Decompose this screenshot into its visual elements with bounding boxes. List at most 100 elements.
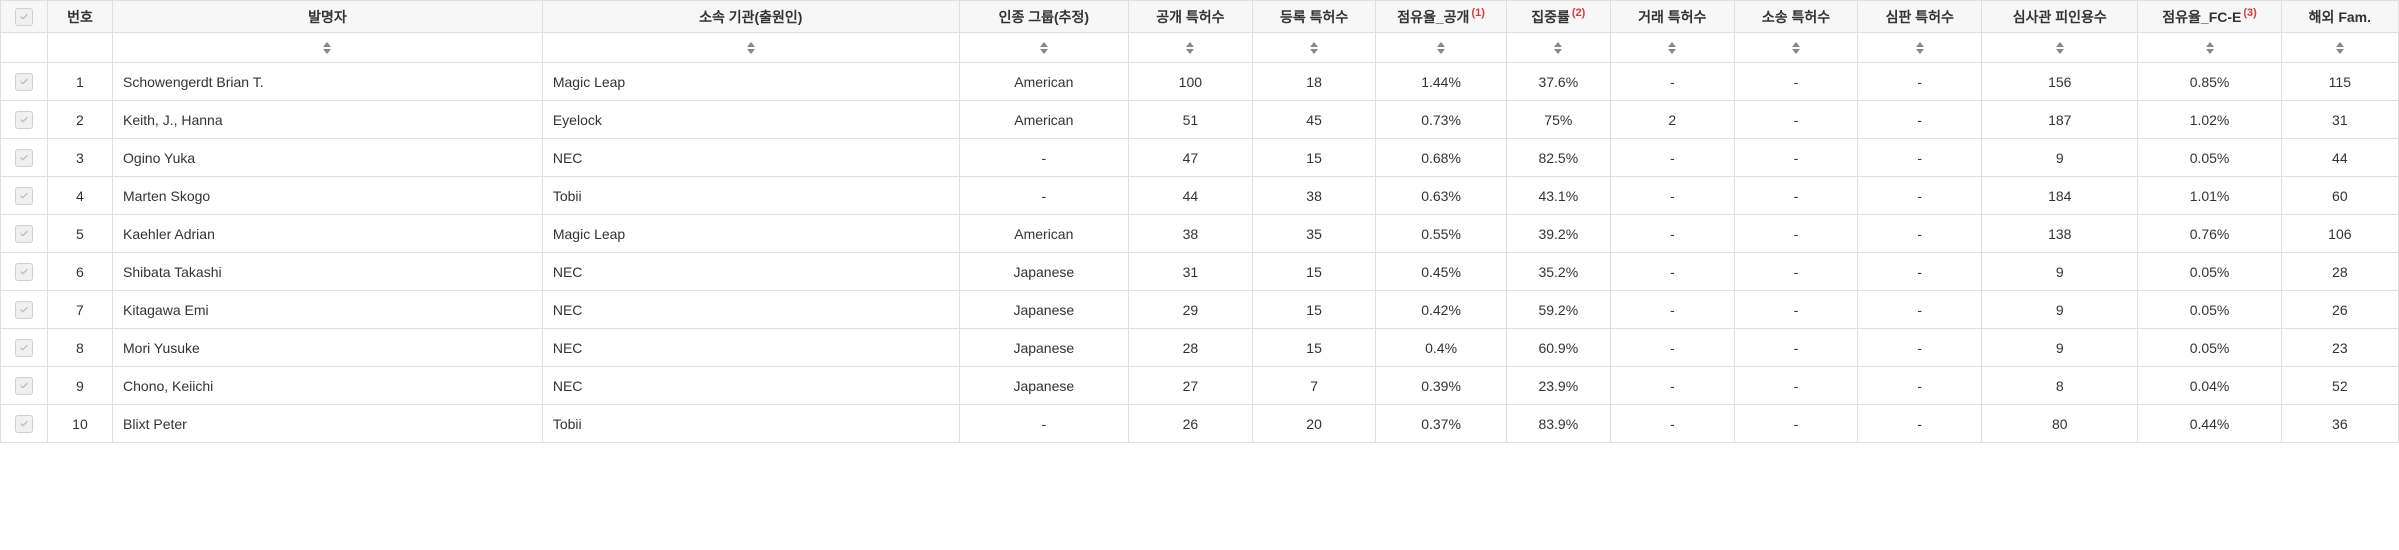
row-checkbox[interactable] bbox=[15, 149, 33, 167]
sort-button-litigation_count[interactable] bbox=[1735, 33, 1858, 62]
cell-trial_count: - bbox=[1858, 253, 1982, 291]
sort-cell-applicant[interactable] bbox=[542, 33, 959, 63]
sort-cell-share_fce[interactable] bbox=[2138, 33, 2281, 63]
cell-pub_count: 100 bbox=[1128, 63, 1252, 101]
table-row: 10Blixt PeterTobii-26200.37%83.9%---800.… bbox=[1, 405, 2399, 443]
cell-foreign_fam: 44 bbox=[2281, 139, 2398, 177]
cell-examiner_cited: 138 bbox=[1982, 215, 2138, 253]
sort-button-pub_count[interactable] bbox=[1129, 33, 1252, 62]
sort-button-share_pub[interactable] bbox=[1376, 33, 1505, 62]
cell-share_pub: 0.45% bbox=[1376, 253, 1506, 291]
table-body: 1Schowengerdt Brian T.Magic LeapAmerican… bbox=[1, 63, 2399, 443]
cell-trade_count: - bbox=[1610, 139, 1734, 177]
col-header-share_pub: 점유율_공개(1) bbox=[1376, 1, 1506, 33]
col-header-label-no: 번호 bbox=[67, 9, 93, 25]
cell-foreign_fam: 106 bbox=[2281, 215, 2398, 253]
row-checkbox[interactable] bbox=[15, 73, 33, 91]
sort-asc-icon bbox=[1040, 42, 1048, 47]
cell-applicant: Magic Leap bbox=[542, 63, 959, 101]
sort-cell-ethnic[interactable] bbox=[959, 33, 1128, 63]
cell-share_fce: 0.05% bbox=[2138, 291, 2281, 329]
sort-desc-icon bbox=[1040, 49, 1048, 54]
sort-cell-examiner_cited[interactable] bbox=[1982, 33, 2138, 63]
cell-pub_count: 47 bbox=[1128, 139, 1252, 177]
cell-ethnic: Japanese bbox=[959, 253, 1128, 291]
sort-asc-icon bbox=[2336, 42, 2344, 47]
sort-button-inventor[interactable] bbox=[113, 33, 542, 62]
cell-litigation_count: - bbox=[1734, 367, 1858, 405]
row-checkbox[interactable] bbox=[15, 263, 33, 281]
cell-foreign_fam: 23 bbox=[2281, 329, 2398, 367]
row-checkbox-cell bbox=[1, 253, 48, 291]
sort-button-trial_count[interactable] bbox=[1858, 33, 1981, 62]
cell-share_pub: 0.68% bbox=[1376, 139, 1506, 177]
col-header-examiner_cited: 심사관 피인용수 bbox=[1982, 1, 2138, 33]
sort-button-share_fce[interactable] bbox=[2138, 33, 2280, 62]
sort-desc-icon bbox=[1668, 49, 1676, 54]
row-checkbox[interactable] bbox=[15, 301, 33, 319]
cell-share_fce: 0.04% bbox=[2138, 367, 2281, 405]
sort-cell-concentration[interactable] bbox=[1506, 33, 1610, 63]
sort-cell-reg_count[interactable] bbox=[1252, 33, 1376, 63]
sort-cell-inventor[interactable] bbox=[113, 33, 543, 63]
sort-cell-share_pub[interactable] bbox=[1376, 33, 1506, 63]
row-checkbox[interactable] bbox=[15, 111, 33, 129]
cell-applicant: NEC bbox=[542, 253, 959, 291]
cell-trade_count: - bbox=[1610, 329, 1734, 367]
cell-trade_count: - bbox=[1610, 367, 1734, 405]
sort-cell-trial_count[interactable] bbox=[1858, 33, 1982, 63]
cell-concentration: 83.9% bbox=[1506, 405, 1610, 443]
cell-pub_count: 44 bbox=[1128, 177, 1252, 215]
row-checkbox[interactable] bbox=[15, 415, 33, 433]
col-header-checkbox bbox=[1, 1, 48, 33]
table-row: 2Keith, J., HannaEyelockAmerican51450.73… bbox=[1, 101, 2399, 139]
cell-applicant: Tobii bbox=[542, 177, 959, 215]
cell-applicant: Magic Leap bbox=[542, 215, 959, 253]
select-all-checkbox[interactable] bbox=[15, 8, 33, 26]
cell-inventor: Chono, Keiichi bbox=[113, 367, 543, 405]
sort-cell-foreign_fam[interactable] bbox=[2281, 33, 2398, 63]
col-header-label-foreign_fam: 해외 Fam. bbox=[2309, 9, 2371, 25]
cell-ethnic: American bbox=[959, 63, 1128, 101]
sort-cell-trade_count[interactable] bbox=[1610, 33, 1734, 63]
col-header-litigation_count: 소송 특허수 bbox=[1734, 1, 1858, 33]
row-checkbox[interactable] bbox=[15, 225, 33, 243]
sort-asc-icon bbox=[1792, 42, 1800, 47]
cell-share_fce: 0.44% bbox=[2138, 405, 2281, 443]
cell-trial_count: - bbox=[1858, 63, 1982, 101]
sort-button-examiner_cited[interactable] bbox=[1982, 33, 2137, 62]
row-checkbox-cell bbox=[1, 63, 48, 101]
cell-share_pub: 0.63% bbox=[1376, 177, 1506, 215]
cell-trial_count: - bbox=[1858, 177, 1982, 215]
cell-foreign_fam: 115 bbox=[2281, 63, 2398, 101]
sort-cell-pub_count[interactable] bbox=[1128, 33, 1252, 63]
cell-ethnic: Japanese bbox=[959, 329, 1128, 367]
sort-button-reg_count[interactable] bbox=[1253, 33, 1376, 62]
cell-trade_count: - bbox=[1610, 253, 1734, 291]
cell-examiner_cited: 156 bbox=[1982, 63, 2138, 101]
sort-cell-checkbox bbox=[1, 33, 48, 63]
row-checkbox-cell bbox=[1, 367, 48, 405]
cell-foreign_fam: 26 bbox=[2281, 291, 2398, 329]
sort-button-applicant[interactable] bbox=[543, 33, 959, 62]
sort-cell-litigation_count[interactable] bbox=[1734, 33, 1858, 63]
col-header-label-applicant: 소속 기관(출원인) bbox=[699, 9, 802, 25]
row-checkbox[interactable] bbox=[15, 339, 33, 357]
row-checkbox[interactable] bbox=[15, 187, 33, 205]
sort-button-trade_count[interactable] bbox=[1611, 33, 1734, 62]
sort-button-concentration[interactable] bbox=[1507, 33, 1610, 62]
cell-no: 5 bbox=[47, 215, 112, 253]
row-checkbox[interactable] bbox=[15, 377, 33, 395]
cell-litigation_count: - bbox=[1734, 177, 1858, 215]
col-header-label-litigation_count: 소송 특허수 bbox=[1762, 9, 1830, 25]
cell-concentration: 37.6% bbox=[1506, 63, 1610, 101]
col-header-trade_count: 거래 특허수 bbox=[1610, 1, 1734, 33]
table-row: 8Mori YusukeNECJapanese28150.4%60.9%---9… bbox=[1, 329, 2399, 367]
cell-ethnic: - bbox=[959, 177, 1128, 215]
cell-pub_count: 28 bbox=[1128, 329, 1252, 367]
cell-pub_count: 29 bbox=[1128, 291, 1252, 329]
col-header-ethnic: 인종 그룹(추정) bbox=[959, 1, 1128, 33]
sort-button-foreign_fam[interactable] bbox=[2282, 33, 2398, 62]
sort-cell-no bbox=[47, 33, 112, 63]
sort-button-ethnic[interactable] bbox=[960, 33, 1128, 62]
